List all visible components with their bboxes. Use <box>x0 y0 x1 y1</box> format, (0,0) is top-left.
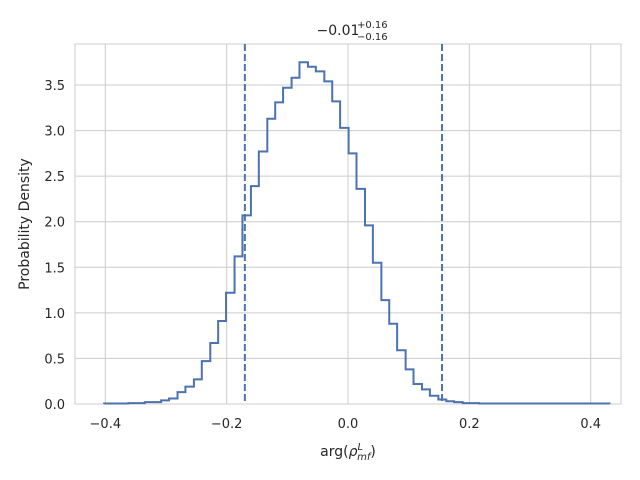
y-tick-labels: 0.0 0.5 1.0 1.5 2.0 2.5 3.0 3.5 <box>44 79 65 413</box>
x-tick-label: −0.2 <box>211 417 243 432</box>
title-value: −0.01 <box>317 23 360 39</box>
x-tick-label: −0.4 <box>90 417 122 432</box>
title-lower-error: −0.16 <box>357 32 388 43</box>
y-tick-label: 0.0 <box>44 398 65 413</box>
title-upper-error: +0.16 <box>357 20 388 31</box>
credible-interval-lines <box>243 44 444 404</box>
y-tick-label: 3.5 <box>44 79 65 94</box>
x-label-sub: mf <box>357 452 372 463</box>
y-tick-label: 1.0 <box>44 307 65 322</box>
histogram-step-line <box>103 61 611 405</box>
x-label-close: ) <box>370 444 375 460</box>
x-tick-labels: −0.4 −0.2 0.0 0.2 0.4 <box>90 417 601 432</box>
x-tick-label: 0.0 <box>338 417 359 432</box>
x-label-base: arg( <box>320 444 348 460</box>
y-tick-label: 2.5 <box>44 170 65 185</box>
x-axis-label: arg(ρL mf) <box>320 442 376 463</box>
chart-title: −0.01 <box>317 23 360 39</box>
x-tick-label: 0.2 <box>459 417 480 432</box>
y-axis-label: Probability Density <box>17 158 33 290</box>
x-label-rho: ρ <box>349 444 358 460</box>
y-tick-label: 3.0 <box>44 125 65 140</box>
x-label-sup: L <box>358 442 364 453</box>
x-tick-label: 0.4 <box>580 417 601 432</box>
grid-lines <box>75 44 621 405</box>
y-tick-label: 2.0 <box>44 216 65 231</box>
y-tick-label: 1.5 <box>44 261 65 276</box>
plot-frame <box>74 43 622 405</box>
y-tick-label: 0.5 <box>44 352 65 367</box>
